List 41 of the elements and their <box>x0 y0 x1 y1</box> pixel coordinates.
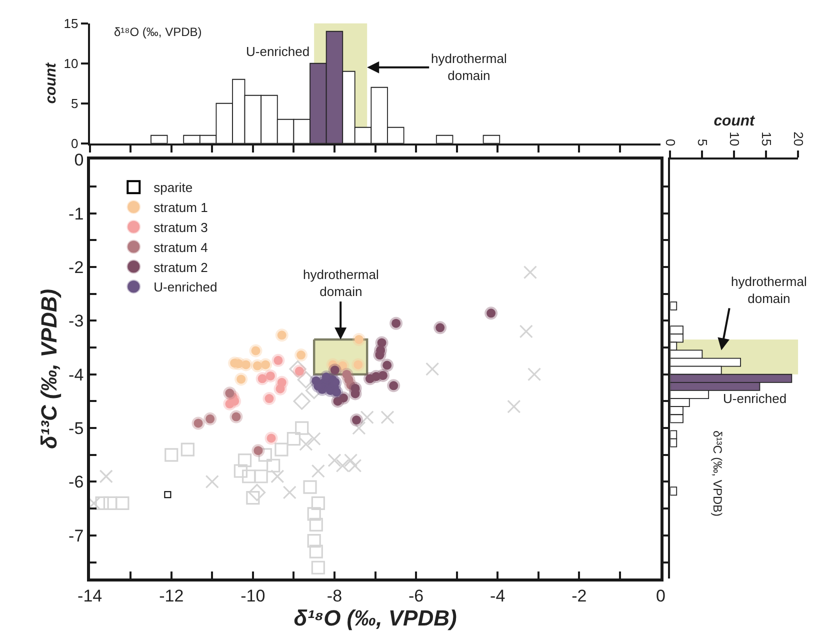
x-tick-label: 5 <box>694 138 710 146</box>
y-tick-label: 15 <box>64 16 78 31</box>
legend-label: stratum 4 <box>154 240 208 255</box>
legend-label: stratum 1 <box>154 200 208 216</box>
x-tick-label: -2 <box>572 586 587 606</box>
y-tick-label: -6 <box>68 472 84 492</box>
x-tick-label: 0 <box>656 586 666 606</box>
x-tick-label: -14 <box>78 586 102 606</box>
x-axis-title: δ¹⁸O (‰, VPDB) <box>294 606 457 631</box>
annotation: U-enriched <box>723 391 787 406</box>
annotation: hydrothermal domain <box>303 267 379 299</box>
x-tick-label: 10 <box>726 132 742 146</box>
y-tick-label: -3 <box>68 312 84 331</box>
y-axis-title: δ¹³C (‰, VPDB) <box>36 288 62 450</box>
y-tick-label: -1 <box>68 204 84 224</box>
y-axis-title: count <box>42 62 60 104</box>
legend-label: stratum 2 <box>154 260 208 275</box>
y-tick-label: -2 <box>68 258 84 277</box>
y-tick-label: 10 <box>64 56 78 71</box>
y-tick-label: -5 <box>68 419 84 438</box>
annotation: hydrothermal domain <box>731 274 807 306</box>
x-axis-title: count <box>714 112 756 130</box>
legend-label: U-enriched <box>154 280 218 295</box>
y-axis-title: δ¹³C (‰, VPDB) <box>710 430 725 516</box>
x-tick-label: 15 <box>758 132 774 146</box>
x-axis-title: δ¹⁸O (‰, VPDB) <box>114 25 202 39</box>
x-tick-label: 20 <box>790 132 806 146</box>
x-tick-label: 0 <box>663 138 678 146</box>
x-tick-label: -12 <box>159 586 184 606</box>
y-tick-label: 0 <box>74 150 84 170</box>
x-tick-label: -4 <box>490 586 506 606</box>
x-tick-label: -10 <box>240 586 266 606</box>
y-tick-label: -7 <box>68 526 84 546</box>
annotation: U-enriched <box>246 44 310 59</box>
x-tick-label: -6 <box>408 586 424 606</box>
y-tick-label: -4 <box>68 365 84 384</box>
annotation: hydrothermal domain <box>431 51 507 83</box>
legend-label: stratum 3 <box>154 220 208 235</box>
x-tick-label: -8 <box>326 586 342 606</box>
y-tick-label: 5 <box>70 96 78 111</box>
legend-label: sparite <box>154 180 193 196</box>
